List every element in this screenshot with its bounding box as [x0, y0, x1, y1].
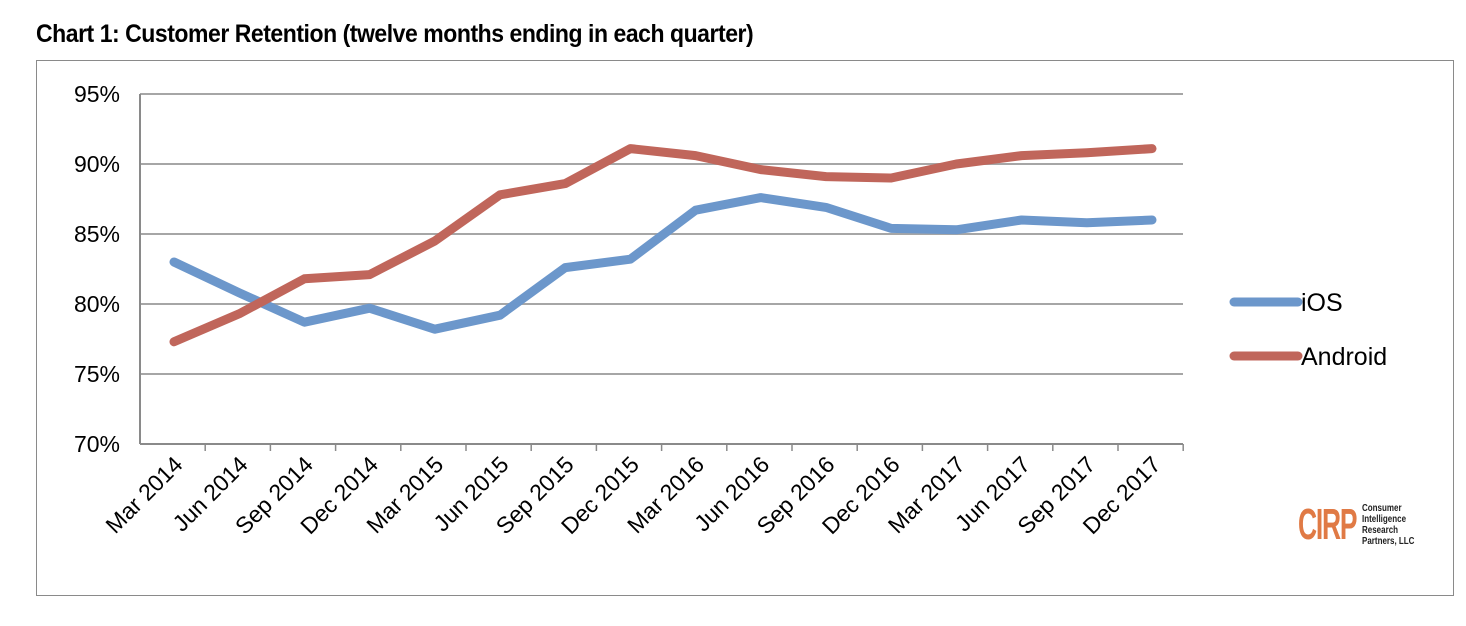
logo-line: Partners, LLC [1362, 536, 1415, 547]
logo-line: Research [1362, 525, 1399, 536]
logo-line: Consumer [1362, 503, 1402, 514]
logo-mark: CIRP [1298, 500, 1357, 549]
series-line-ios [169, 193, 1157, 334]
legend-label: iOS [1301, 289, 1343, 317]
logo-line: Intelligence [1362, 514, 1407, 525]
y-tick-label: 75% [74, 361, 120, 387]
chart-title: Chart 1: Customer Retention (twelve mont… [36, 20, 754, 48]
y-tick-label: 70% [74, 431, 120, 457]
y-tick-label: 85% [74, 221, 120, 247]
logo-text: Consumer Intelligence Research Partners,… [1362, 503, 1414, 547]
y-tick-label: 90% [74, 151, 120, 177]
legend-label: Android [1301, 343, 1387, 371]
series-line-android [169, 144, 1157, 347]
y-tick-label: 95% [74, 81, 120, 107]
y-tick-label: 80% [74, 291, 120, 317]
cirp-logo: CIRP Consumer Intelligence Research Part… [1298, 500, 1428, 550]
chart-frame [36, 60, 1454, 596]
